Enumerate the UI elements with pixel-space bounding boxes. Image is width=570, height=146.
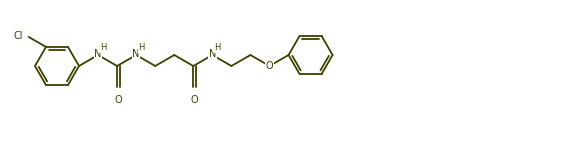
Text: H: H [100,44,106,53]
Text: N: N [209,49,216,59]
Text: O: O [266,61,274,71]
Text: H: H [214,44,221,53]
Text: O: O [191,95,198,105]
Text: N: N [132,49,140,59]
Text: O: O [115,95,123,105]
Text: H: H [138,44,144,53]
Text: Cl: Cl [13,31,23,41]
Text: N: N [95,49,101,59]
